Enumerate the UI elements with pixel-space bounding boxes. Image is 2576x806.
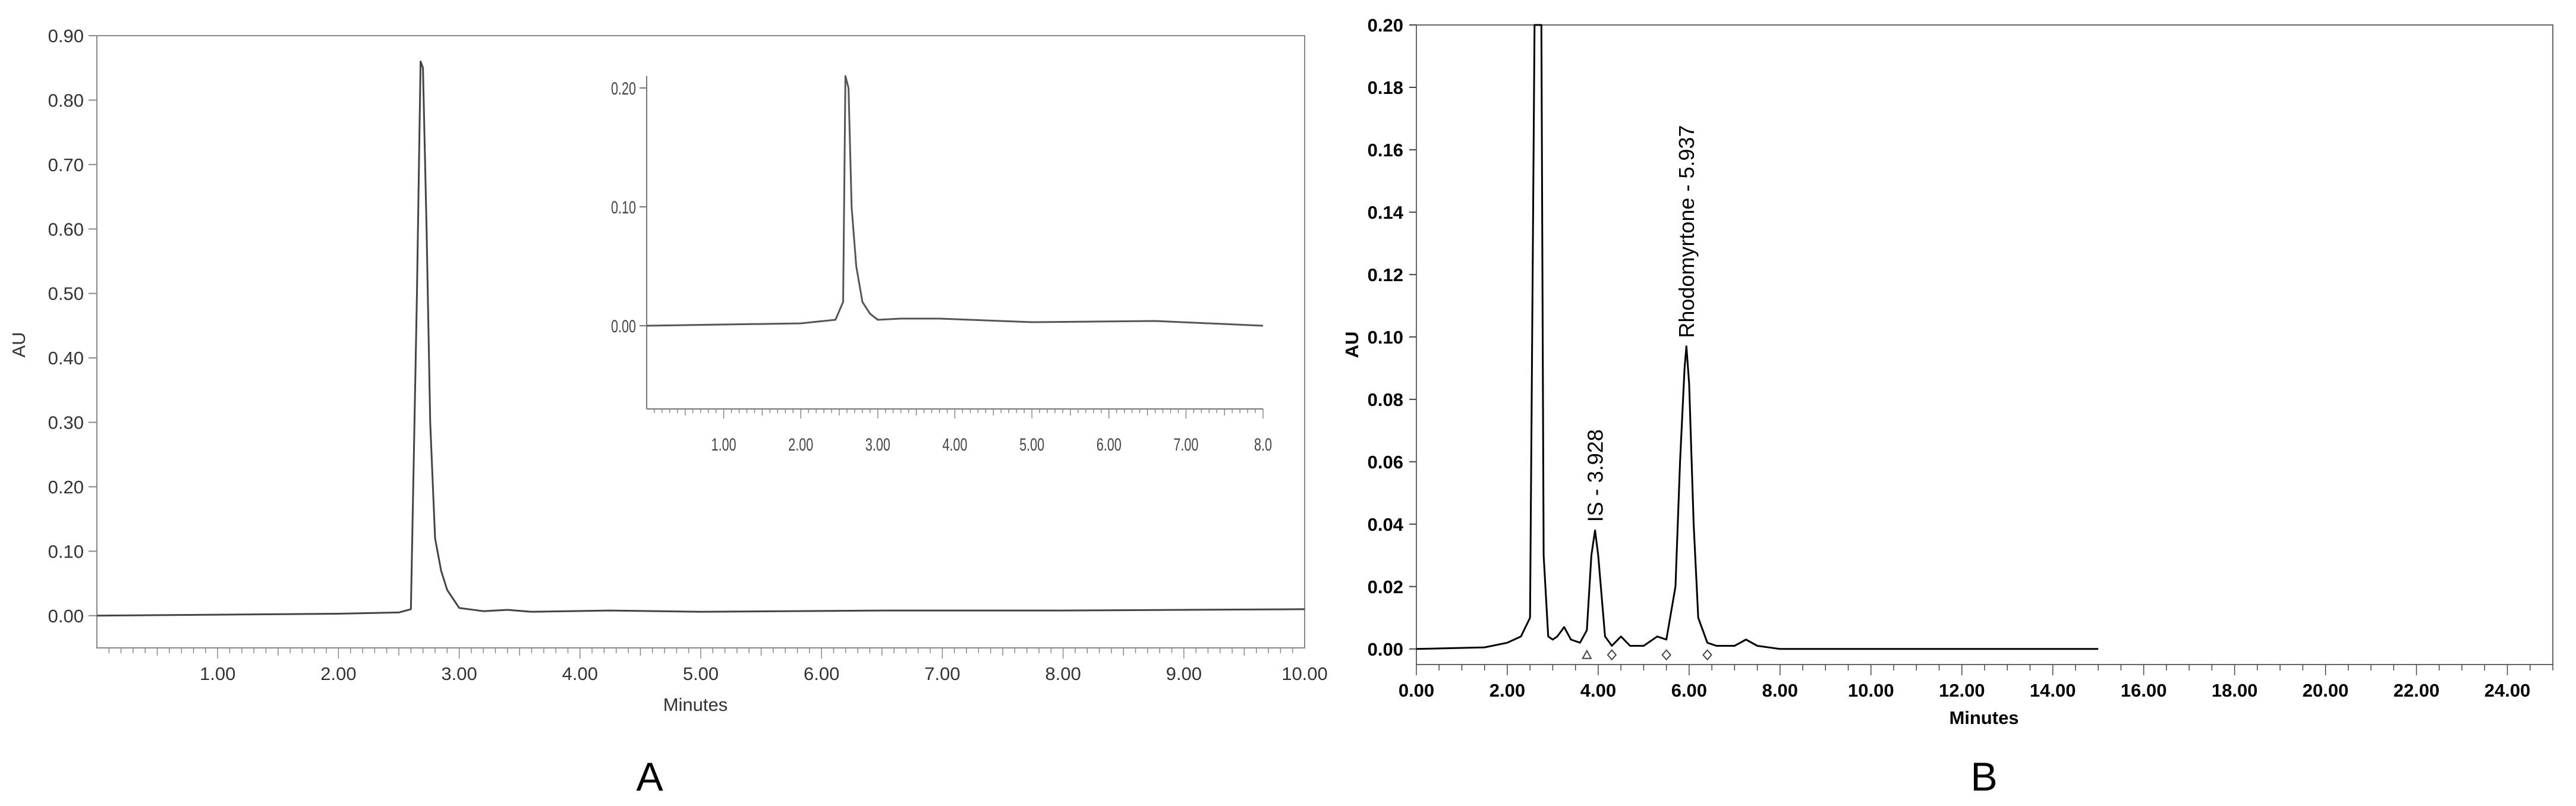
y-tick-label: 0.20 <box>1368 15 1403 36</box>
peak-annotation: Rhodomyrtone - 5.937 <box>1674 125 1699 338</box>
panel-a-y-axis: 0.00 0.10 0.20 0.30 0.40 0.50 0.60 0.70 0.80 0.90 <box>48 26 97 626</box>
peak-annotation: IS - 3.928 <box>1583 429 1607 522</box>
panel-a-series <box>96 60 1305 617</box>
y-tick-label: 0.00 <box>1368 639 1403 660</box>
inset-y-tick-label: 0.10 <box>611 197 636 217</box>
y-tick-label: 0.06 <box>1368 452 1403 473</box>
inset-x-axis: 1.00 2.00 3.00 4.00 5.00 6.00 7.00 8.0 <box>654 409 1272 455</box>
y-tick-label: 0.70 <box>48 155 84 175</box>
x-tick-label: 4.00 <box>1580 680 1616 701</box>
panel-b-y-axis-title: AU <box>1341 332 1362 358</box>
x-tick-label: 6.00 <box>804 663 839 684</box>
inset-y-tick-label: 0.20 <box>611 78 636 98</box>
panel-a-x-axis-title: Minutes <box>663 694 728 715</box>
panel-a-chart: 0.00 0.10 0.20 0.30 0.40 0.50 0.60 0.70 0.80 0.90… <box>8 26 1328 715</box>
x-tick-label: 18.00 <box>2212 680 2258 701</box>
panel-b-plot-frame <box>1416 24 2553 665</box>
panel-b-chart: 0.00 0.02 0.04 0.06 0.08 0.10 0.12 0.14 0.16 0.18… <box>1341 15 2553 728</box>
x-tick-label: 14.00 <box>2030 680 2076 701</box>
panel-b-peak-annotations: IS - 3.928 Rhodomyrtone - 5.937 <box>1583 125 1699 522</box>
x-tick-label: 24.00 <box>2484 680 2531 701</box>
panel-b-y-axis: 0.00 0.02 0.04 0.06 0.08 0.10 0.12 0.14 0.16 0.18… <box>1368 15 1416 660</box>
x-tick-label: 22.00 <box>2394 680 2440 701</box>
x-tick-label: 5.00 <box>683 663 719 684</box>
panel-a-plot-frame <box>96 35 1305 648</box>
inset-chromatogram-line <box>646 75 1264 327</box>
x-tick-label: 12.00 <box>1939 680 1985 701</box>
x-tick-label: 8.00 <box>1762 680 1798 701</box>
panel-b-x-axis: 0.00 2.00 4.00 6.00 8.00 10.00 12.00 14.00 16.00… <box>1399 665 2553 701</box>
panel-a-x-axis: 1.00 2.00 3.00 4.00 5.00 6.00 7.00 8.00 9.00 10.0… <box>108 648 1328 684</box>
x-tick-label: 0.00 <box>1399 680 1434 701</box>
x-tick-label: 16.00 <box>2121 680 2167 701</box>
x-tick-label: 7.00 <box>924 663 960 684</box>
x-tick-label: 8.00 <box>1045 663 1081 684</box>
y-tick-label: 0.16 <box>1368 140 1403 160</box>
y-tick-label: 0.00 <box>48 606 84 626</box>
x-tick-label: 9.00 <box>1166 663 1202 684</box>
panel-b-baseline-markers <box>1582 649 1712 661</box>
inset-series <box>646 75 1264 327</box>
inset-y-axis: 0.00 0.10 0.20 <box>611 78 647 336</box>
inset-x-tick-label: 3.00 <box>865 434 890 454</box>
panel-b-series <box>1416 24 2099 650</box>
y-tick-label: 0.50 <box>48 284 84 304</box>
inset-x-tick-label: 7.00 <box>1173 434 1198 454</box>
baseline-diamond-marker <box>1702 649 1712 661</box>
x-tick-label: 2.00 <box>320 663 356 684</box>
inset-y-tick-label: 0.00 <box>611 316 636 336</box>
y-tick-label: 0.04 <box>1368 514 1404 535</box>
x-tick-label: 1.00 <box>200 663 235 684</box>
y-tick-label: 0.10 <box>48 541 84 562</box>
x-tick-label: 4.00 <box>562 663 598 684</box>
y-tick-label: 0.90 <box>48 26 84 46</box>
y-tick-label: 0.08 <box>1368 389 1403 410</box>
inset-x-tick-label: 5.00 <box>1019 434 1044 454</box>
y-tick-label: 0.60 <box>48 219 84 240</box>
x-tick-label: 6.00 <box>1671 680 1707 701</box>
y-tick-label: 0.14 <box>1368 202 1404 223</box>
inset-axes <box>646 76 1263 410</box>
baseline-diamond-marker <box>1661 649 1671 661</box>
baseline-triangle-marker <box>1582 649 1592 659</box>
x-tick-label: 10.00 <box>1281 663 1328 684</box>
inset-x-tick-label: 2.00 <box>788 434 813 454</box>
y-tick-label: 0.12 <box>1368 265 1403 285</box>
x-tick-label: 20.00 <box>2303 680 2349 701</box>
inset-x-tick-label: 1.00 <box>711 434 736 454</box>
chromatogram-line <box>1416 24 2099 650</box>
panel-letter-a: A <box>636 754 663 799</box>
y-tick-label: 0.20 <box>48 477 84 498</box>
panel-a-y-axis-title: AU <box>8 332 29 357</box>
baseline-diamond-marker <box>1607 649 1617 661</box>
panel-a-inset: 0.00 0.10 0.20 1.00 2.00 3.00 4.00 5.00 6.00 7.0… <box>611 75 1272 455</box>
y-tick-label: 0.80 <box>48 90 84 111</box>
x-tick-label: 10.00 <box>1848 680 1894 701</box>
inset-x-tick-label: 4.00 <box>942 434 967 454</box>
panel-b-x-axis-title: Minutes <box>1949 707 2018 728</box>
panel-letter-b: B <box>1970 754 1997 799</box>
y-tick-label: 0.40 <box>48 348 84 369</box>
y-tick-label: 0.18 <box>1368 77 1403 98</box>
inset-x-tick-label: 8.0 <box>1254 434 1272 454</box>
y-tick-label: 0.10 <box>1368 327 1403 348</box>
inset-x-tick-label: 6.00 <box>1097 434 1122 454</box>
chromatogram-line <box>96 60 1305 617</box>
y-tick-label: 0.30 <box>48 413 84 433</box>
x-tick-label: 2.00 <box>1489 680 1525 701</box>
y-tick-label: 0.02 <box>1368 577 1403 597</box>
x-tick-label: 3.00 <box>441 663 477 684</box>
